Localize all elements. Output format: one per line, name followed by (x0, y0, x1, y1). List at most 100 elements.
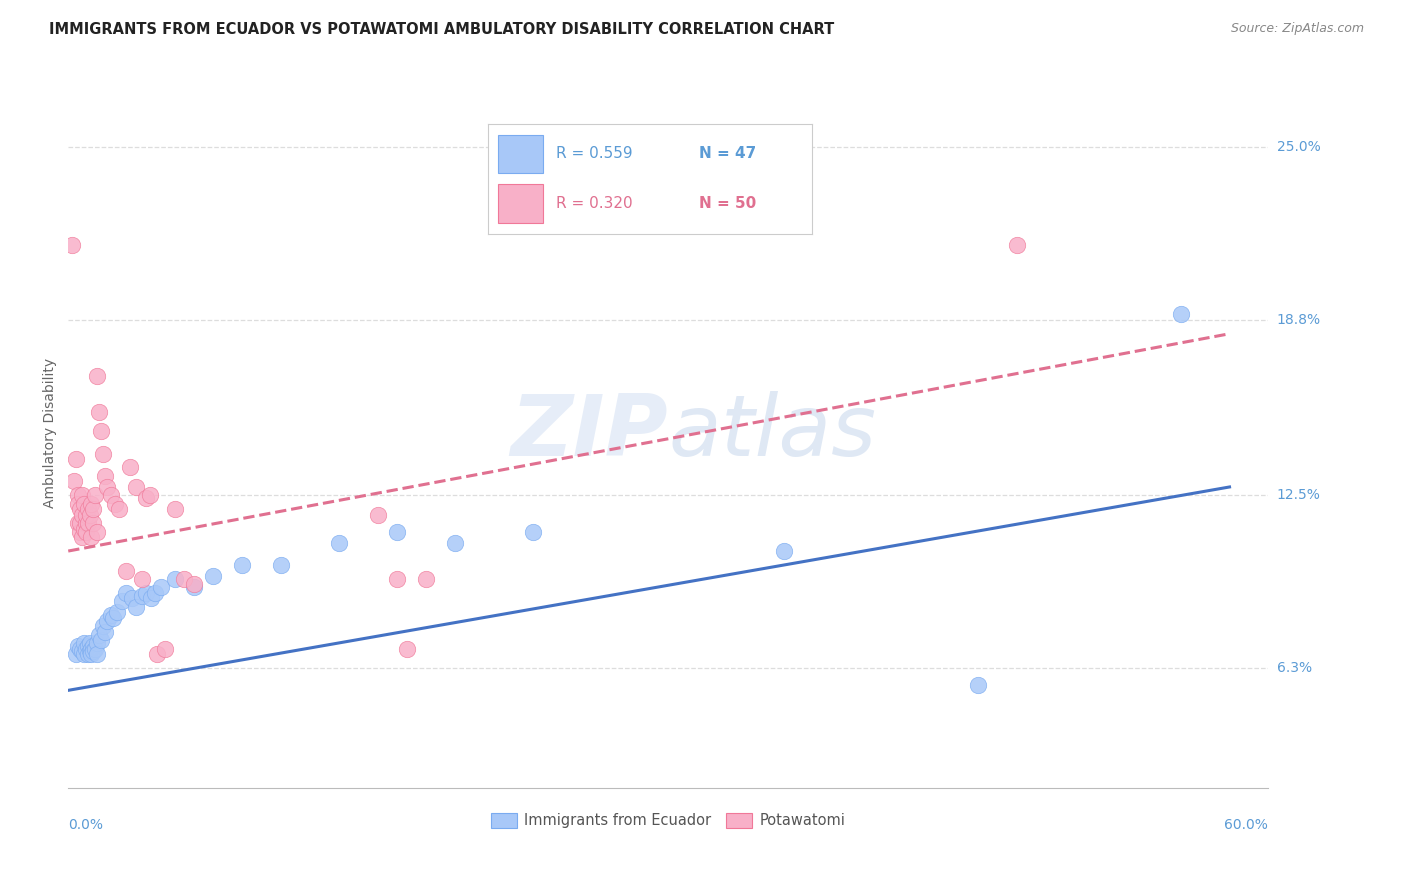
Point (328, 535, 350, 549)
Point (84, 488, 107, 502)
Text: 25.0%: 25.0% (1277, 140, 1320, 154)
Point (1005, 237, 1028, 252)
Point (82, 639, 104, 653)
Point (104, 497, 127, 511)
Point (75, 641, 97, 656)
Point (65, 452, 87, 467)
Point (80, 530, 103, 544)
Point (100, 488, 122, 502)
Point (89, 405, 111, 419)
Text: 60.0%: 60.0% (1225, 818, 1268, 832)
Point (73, 522, 96, 536)
Point (66, 488, 89, 502)
Text: atlas: atlas (668, 392, 876, 475)
Point (121, 591, 143, 606)
Point (60, 237, 83, 252)
Point (73, 636, 96, 650)
Text: IMMIGRANTS FROM ECUADOR VS POTAWATOMI AMBULATORY DISABILITY CORRELATION CHART: IMMIGRANTS FROM ECUADOR VS POTAWATOMI AM… (49, 22, 834, 37)
Point (967, 678, 990, 692)
Point (96, 614, 118, 628)
Point (115, 564, 138, 578)
Point (111, 594, 134, 608)
Point (125, 480, 148, 494)
Point (91, 619, 114, 633)
Point (125, 599, 148, 614)
Point (70, 488, 93, 502)
Point (69, 641, 91, 656)
Point (70, 530, 93, 544)
Point (82, 502, 104, 516)
Point (231, 558, 253, 572)
Point (80, 497, 103, 511)
Point (66, 639, 89, 653)
Point (387, 572, 409, 586)
Text: 12.5%: 12.5% (1277, 488, 1320, 502)
Point (135, 491, 157, 505)
Text: Source: ZipAtlas.com: Source: ZipAtlas.com (1230, 22, 1364, 36)
Point (163, 502, 186, 516)
Text: 18.8%: 18.8% (1277, 313, 1320, 326)
Point (73, 497, 96, 511)
Point (138, 488, 160, 502)
Point (1170, 307, 1192, 321)
Point (86, 524, 108, 539)
Point (101, 611, 124, 625)
Point (75, 524, 97, 539)
Point (82, 644, 104, 658)
Point (367, 508, 389, 522)
Point (69, 516, 91, 531)
Point (79, 508, 101, 522)
Text: ZIP: ZIP (510, 392, 668, 475)
Point (522, 524, 544, 539)
Point (76, 516, 98, 531)
Text: 0.0%: 0.0% (69, 818, 103, 832)
Point (66, 497, 89, 511)
Point (395, 641, 418, 656)
Point (773, 544, 796, 558)
Point (89, 627, 111, 641)
Point (135, 586, 157, 600)
Point (387, 524, 409, 539)
Point (146, 647, 169, 661)
Point (120, 460, 142, 475)
Point (86, 636, 108, 650)
Point (70, 644, 93, 658)
Point (94, 624, 117, 639)
Legend: Immigrants from Ecuador, Potawatomi: Immigrants from Ecuador, Potawatomi (485, 806, 852, 834)
Point (115, 586, 138, 600)
Point (94, 468, 117, 483)
Point (143, 586, 166, 600)
Point (82, 516, 104, 531)
Text: 6.3%: 6.3% (1277, 661, 1312, 675)
Point (96, 480, 118, 494)
Point (75, 508, 97, 522)
Point (76, 647, 98, 661)
Point (131, 572, 153, 586)
Point (79, 644, 101, 658)
Y-axis label: Ambulatory Disability: Ambulatory Disability (44, 358, 58, 508)
Point (73, 647, 96, 661)
Point (80, 647, 103, 661)
Point (105, 605, 128, 619)
Point (80, 641, 103, 656)
Point (153, 641, 176, 656)
Point (70, 508, 93, 522)
Point (76, 639, 98, 653)
Point (173, 572, 195, 586)
Point (84, 641, 107, 656)
Point (90, 424, 112, 438)
Point (270, 558, 292, 572)
Point (75, 516, 97, 531)
Point (69, 502, 91, 516)
Point (63, 475, 86, 489)
Point (107, 502, 129, 516)
Point (415, 572, 437, 586)
Point (150, 580, 173, 594)
Point (183, 577, 205, 591)
Point (91, 446, 114, 460)
Point (65, 647, 87, 661)
Point (86, 647, 108, 661)
Point (76, 502, 98, 516)
Point (90, 633, 112, 648)
Point (444, 535, 467, 549)
